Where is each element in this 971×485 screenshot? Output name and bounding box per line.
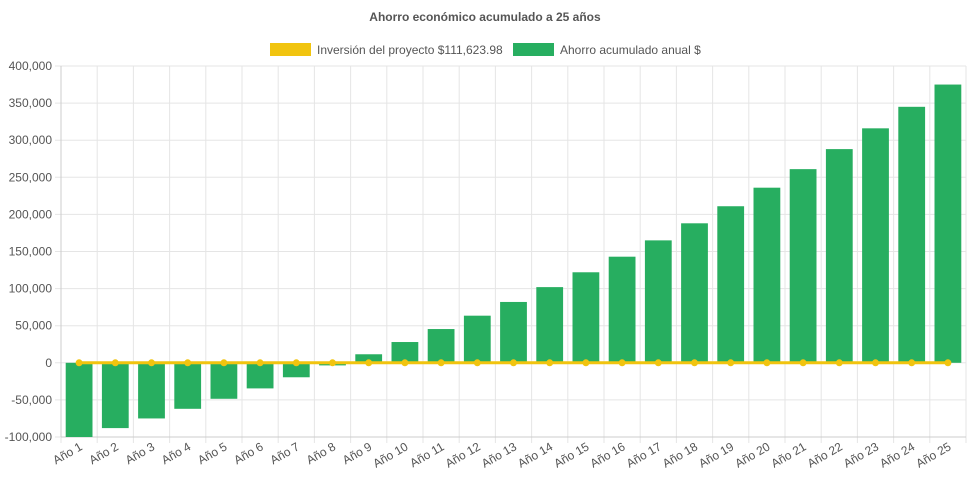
savings-bar[interactable] — [753, 187, 781, 363]
x-tick-label: Año 5 — [195, 439, 229, 467]
savings-bar[interactable] — [355, 354, 383, 363]
investment-point[interactable] — [872, 359, 879, 367]
investment-point[interactable] — [329, 359, 336, 367]
x-tick-label: Año 4 — [159, 439, 193, 467]
investment-point[interactable] — [365, 359, 373, 367]
x-tick-label: Año 19 — [696, 439, 736, 470]
x-tick-label: Año 13 — [479, 439, 519, 470]
savings-bar[interactable] — [898, 106, 926, 363]
savings-bar[interactable] — [463, 315, 491, 363]
savings-bar[interactable] — [65, 362, 93, 437]
x-tick-label: Año 24 — [877, 439, 917, 470]
chart-title: Ahorro económico acumulado a 25 años — [369, 10, 601, 24]
legend-label-savings: Ahorro acumulado anual $ — [560, 43, 701, 57]
savings-bar[interactable] — [717, 206, 745, 363]
savings-bar[interactable] — [825, 149, 853, 363]
y-tick-label: 0 — [45, 356, 52, 370]
investment-point[interactable] — [727, 359, 735, 367]
investment-point[interactable] — [691, 359, 698, 367]
investment-line — [75, 359, 952, 367]
y-tick-label: 150,000 — [9, 245, 53, 259]
investment-point[interactable] — [111, 359, 119, 367]
investment-point[interactable] — [401, 359, 409, 367]
savings-bar[interactable] — [644, 240, 672, 363]
x-axis-ticks: Año 1 Año 2 Año 3 Año 4 Año 5 Año 6 Año 7 Año 8… — [50, 439, 953, 470]
investment-point[interactable] — [220, 359, 228, 367]
investment-point[interactable] — [510, 359, 517, 367]
investment-point[interactable] — [582, 359, 590, 367]
investment-point[interactable] — [437, 359, 445, 367]
y-tick-label: 350,000 — [9, 96, 53, 110]
savings-bar[interactable] — [500, 301, 527, 363]
savings-bar[interactable] — [210, 362, 238, 399]
investment-point[interactable] — [944, 359, 952, 367]
investment-point[interactable] — [256, 359, 264, 367]
savings-bar[interactable] — [427, 329, 455, 363]
legend-swatch-investment — [270, 43, 311, 56]
x-tick-label: Año 11 — [407, 439, 446, 470]
savings-bar[interactable] — [174, 362, 202, 409]
x-tick-label: Año 7 — [268, 439, 302, 467]
x-tick-label: Año 15 — [551, 439, 591, 470]
x-tick-label: Año 14 — [515, 439, 555, 470]
savings-bar[interactable] — [608, 256, 636, 363]
y-tick-label: -100,000 — [5, 430, 53, 444]
savings-bar[interactable] — [101, 362, 129, 429]
x-tick-label: Año 12 — [443, 439, 483, 470]
y-tick-label: -50,000 — [11, 393, 52, 407]
x-tick-label: Año 21 — [769, 439, 809, 470]
x-tick-label: Año 6 — [231, 439, 265, 467]
x-tick-label: Año 25 — [913, 439, 953, 470]
savings-bar[interactable] — [934, 84, 962, 363]
legend: Inversión del proyecto $111,623.98 Ahorr… — [270, 43, 701, 57]
savings-bar[interactable] — [282, 362, 310, 378]
x-tick-label: Año 17 — [624, 439, 664, 470]
investment-point[interactable] — [184, 359, 192, 367]
y-tick-label: 250,000 — [9, 170, 53, 184]
investment-point[interactable] — [763, 359, 771, 367]
investment-point[interactable] — [546, 359, 554, 367]
x-tick-label: Año 22 — [805, 439, 845, 470]
x-tick-label: Año 8 — [304, 439, 338, 467]
investment-point[interactable] — [473, 359, 481, 367]
x-tick-label: Año 2 — [87, 439, 121, 467]
investment-point[interactable] — [292, 359, 300, 367]
investment-point[interactable] — [799, 359, 807, 367]
gridlines — [55, 65, 967, 443]
savings-bars — [65, 84, 962, 437]
legend-label-investment: Inversión del proyecto $111,623.98 — [317, 43, 503, 57]
investment-point[interactable] — [618, 359, 626, 367]
y-tick-label: 50,000 — [15, 319, 52, 333]
legend-item-savings[interactable]: Ahorro acumulado anual $ — [513, 43, 701, 57]
x-tick-label: Año 3 — [123, 439, 157, 467]
y-tick-label: 400,000 — [9, 59, 53, 73]
investment-point[interactable] — [835, 359, 843, 367]
savings-bar[interactable] — [862, 128, 889, 363]
savings-bar[interactable] — [681, 223, 708, 363]
y-tick-label: 100,000 — [9, 282, 53, 296]
legend-swatch-savings — [513, 43, 554, 56]
investment-point[interactable] — [75, 359, 83, 367]
investment-point[interactable] — [148, 359, 155, 367]
x-tick-label: Año 16 — [588, 439, 628, 470]
savings-bar[interactable] — [536, 287, 564, 363]
legend-item-investment[interactable]: Inversión del proyecto $111,623.98 — [270, 43, 503, 57]
savings-bar[interactable] — [246, 362, 274, 389]
y-axis-ticks: 400,000 350,000 300,000 250,000 200,000 150,0… — [5, 59, 53, 444]
y-tick-label: 300,000 — [9, 133, 53, 147]
x-tick-label: Año 9 — [340, 439, 374, 467]
investment-point[interactable] — [654, 359, 662, 367]
y-tick-label: 200,000 — [9, 207, 53, 221]
x-tick-label: Año 23 — [841, 439, 881, 470]
x-tick-label: Año 10 — [370, 439, 410, 470]
x-tick-label: Año 1 — [50, 439, 84, 467]
savings-bar[interactable] — [391, 342, 419, 363]
savings-bar[interactable] — [789, 169, 817, 363]
savings-bar[interactable] — [138, 362, 165, 419]
x-tick-label: Año 18 — [660, 439, 700, 470]
investment-point[interactable] — [908, 359, 916, 367]
savings-bar[interactable] — [572, 272, 600, 363]
x-tick-label: Año 20 — [732, 439, 772, 470]
